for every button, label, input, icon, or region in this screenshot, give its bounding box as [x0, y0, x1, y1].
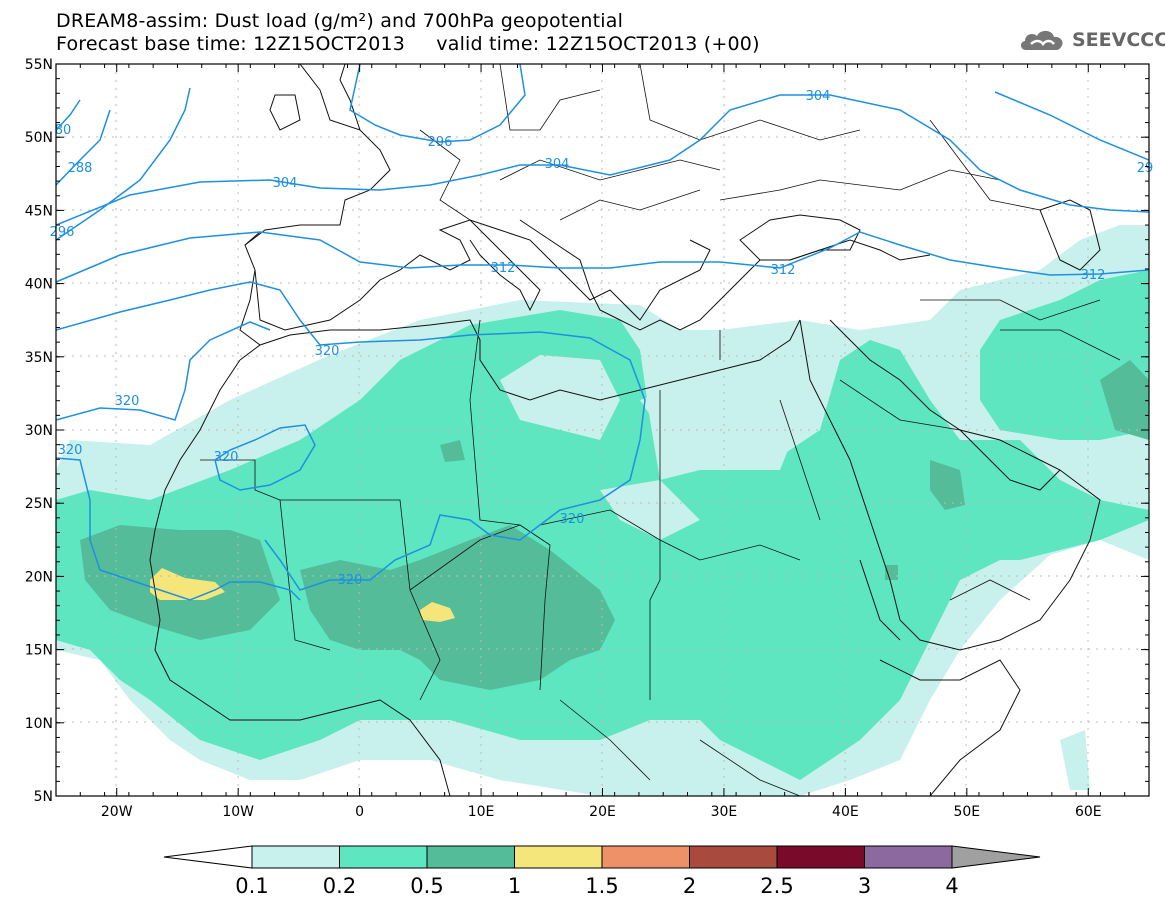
colorbar-segment: [339, 845, 428, 869]
colorbar-tick-label: 1.5: [585, 874, 618, 898]
contour-320-north: [56, 281, 646, 591]
axis-ticks: [55, 63, 1150, 797]
colorbar-segment: [601, 845, 690, 869]
coastlines: [149, 64, 1101, 796]
lat-tick-label: 55N: [25, 57, 53, 73]
lon-tick-label: 60E: [1075, 804, 1102, 820]
contour-label: 320: [115, 394, 140, 409]
contour-320-loop: [214, 424, 316, 491]
contour-labels: 304 304 304 296 288 296 80 312 312 312 3…: [50, 89, 1154, 588]
dust-patch-0.1-east: [1060, 730, 1090, 790]
colorbar-tick-label: 3: [858, 874, 871, 898]
political-borders: [200, 64, 1121, 796]
lat-tick-label: 5N: [34, 789, 53, 805]
contour-312: [56, 231, 1149, 283]
latitude-labels: 55N 50N 45N 40N 35N 30N 25N 20N 15N 10N 5N: [25, 57, 53, 805]
contour-label: 312: [771, 263, 796, 278]
contour-label: 80: [55, 123, 72, 138]
dust-band-1-niger: [420, 602, 455, 622]
lon-tick-label: 10E: [468, 804, 495, 820]
lat-tick-label: 25N: [25, 496, 53, 512]
lat-tick-label: 20N: [25, 569, 53, 585]
dust-hole-sudan: [600, 480, 700, 540]
lon-tick-label: 30E: [711, 804, 738, 820]
longitude-labels: 20W 10W 0 10E 20E 30E 40E 50E 60E: [101, 804, 1102, 820]
geopotential-contours: [56, 64, 1149, 601]
contour-label: 320: [315, 344, 340, 359]
lat-tick-label: 10N: [25, 716, 53, 732]
lon-tick-label: 20W: [101, 804, 133, 820]
colorbar-segment: [864, 845, 953, 869]
lon-tick-label: 20E: [589, 804, 616, 820]
dust-patch-0.5-algeria: [440, 440, 465, 462]
lon-tick-label: 10W: [222, 804, 254, 820]
colorbar-segment: [251, 845, 340, 869]
dust-field: [56, 225, 1149, 796]
dust-hole-libya: [500, 355, 620, 440]
colorbar-over-arrow: [951, 845, 1041, 869]
dust-patch-0.5-arabia: [1100, 360, 1149, 440]
lat-tick-label: 35N: [25, 350, 53, 366]
contour-label: 320: [214, 450, 239, 465]
contour-label: 288: [68, 161, 93, 176]
seevccc-logo: SEEVCCC: [1018, 26, 1165, 54]
map-subtitle: Forecast base time: 12Z15OCT2013 valid t…: [56, 33, 760, 55]
contour-296: [56, 87, 191, 241]
contour-label: 320: [58, 443, 83, 458]
lat-tick-label: 40N: [25, 277, 53, 293]
colorbar-tick-label: 4: [945, 874, 958, 898]
contour-304-north: [349, 64, 526, 143]
map-title: DREAM8-assim: Dust load (g/m²) and 700hP…: [56, 10, 624, 32]
dust-patch-0.5-sudan: [885, 565, 898, 580]
dust-band-0.2: [56, 270, 1149, 780]
colorbar-segment: [426, 845, 515, 869]
colorbar-tick-label: 2.5: [760, 874, 793, 898]
colorbar-segment: [776, 845, 865, 869]
lon-tick-label: 40E: [832, 804, 859, 820]
colorbar-segment: [514, 845, 603, 869]
contour-label: 29: [1137, 161, 1154, 176]
lat-tick-label: 50N: [25, 130, 53, 146]
colorbar-under-arrow: [163, 845, 253, 869]
contour-320-west: [56, 321, 271, 421]
lon-tick-label: 50E: [953, 804, 980, 820]
lat-tick-label: 15N: [25, 643, 53, 659]
dust-hole-egypt: [640, 380, 800, 470]
contour-label: 304: [545, 157, 570, 172]
contour-320-sw: [56, 457, 301, 601]
contour-80: [56, 99, 81, 131]
colorbar-tick-label: 2: [683, 874, 696, 898]
contour-label: 296: [428, 135, 453, 150]
contour-label: 312: [491, 261, 516, 276]
colorbar-tick-label: 0.2: [323, 874, 356, 898]
colorbar: 0.1 0.2 0.5 1 1.5 2 2.5 3 4: [163, 845, 1041, 898]
contour-label: 312: [1081, 268, 1106, 283]
lat-tick-label: 45N: [25, 203, 53, 219]
contour-label: 320: [560, 512, 585, 527]
contour-label: 304: [273, 176, 298, 191]
contour-label: 296: [50, 225, 75, 240]
dust-patch-0.5-mena: [930, 460, 965, 510]
cloud-icon: [1020, 30, 1063, 50]
contour-304-east: [994, 91, 1149, 161]
contour-288: [56, 109, 111, 186]
colorbar-segment: [689, 845, 778, 869]
contour-label: 320: [338, 573, 363, 588]
contour-304-main: [56, 94, 1149, 226]
colorbar-tick-label: 0.1: [235, 874, 268, 898]
graticule: [56, 64, 1149, 796]
lat-tick-label: 30N: [25, 423, 53, 439]
colorbar-tick-label: 0.5: [410, 874, 443, 898]
logo-text: SEEVCCC: [1072, 29, 1165, 51]
lon-tick-label: 0: [355, 804, 364, 820]
contour-label: 304: [806, 89, 831, 104]
colorbar-tick-label: 1: [508, 874, 521, 898]
